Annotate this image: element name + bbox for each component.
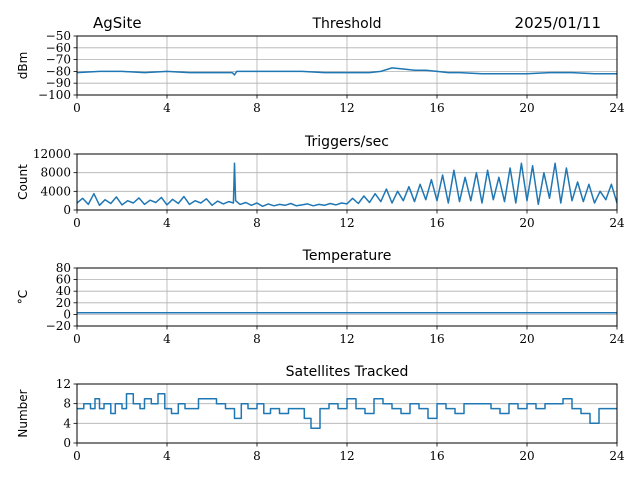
threshold-xtick-label: 4 xyxy=(163,101,171,115)
temperature-ytick-label: 60 xyxy=(56,273,71,287)
satellites-tracked-xtick-label: 4 xyxy=(163,449,171,463)
report-date: 2025/01/11 xyxy=(515,14,601,32)
temperature-xtick-label: 8 xyxy=(253,332,261,346)
threshold-series-line xyxy=(77,67,617,76)
threshold-ylabel: dBm xyxy=(16,52,30,80)
threshold-xtick-label: 20 xyxy=(519,101,534,115)
threshold-ytick-label: −90 xyxy=(46,76,71,90)
satellites-tracked-xtick-label: 8 xyxy=(253,449,261,463)
threshold-xtick-label: 8 xyxy=(253,101,261,115)
triggers-sec-xtick-label: 8 xyxy=(253,216,261,230)
triggers-sec-ytick-label: 12000 xyxy=(33,147,71,161)
threshold-xtick-label: 0 xyxy=(73,101,81,115)
temperature-xtick-label: 20 xyxy=(519,332,534,346)
threshold-title: Threshold xyxy=(312,16,382,32)
temperature-ytick-label: 80 xyxy=(56,261,71,275)
triggers-sec-series-line xyxy=(77,162,617,208)
satellites-tracked-ytick-label: 8 xyxy=(63,397,71,411)
temperature-xtick-label: 12 xyxy=(339,332,354,346)
temperature-ytick-label: 20 xyxy=(56,296,71,310)
temperature-ytick-label: 40 xyxy=(56,284,71,298)
satellites-tracked-ytick-label: 0 xyxy=(63,436,71,450)
temperature-ylabel: °C xyxy=(16,290,30,304)
satellites-tracked-xtick-label: 0 xyxy=(73,449,81,463)
temperature-xtick-label: 4 xyxy=(163,332,171,346)
triggers-sec-ytick-label: 0 xyxy=(63,203,71,217)
temperature-ytick-label: 0 xyxy=(63,307,71,321)
threshold-xtick-label: 12 xyxy=(339,101,354,115)
temperature-title: Temperature xyxy=(302,248,392,264)
triggers-sec-xtick-label: 12 xyxy=(339,216,354,230)
threshold-ytick-label: −80 xyxy=(46,64,71,78)
threshold-ytick-label: −60 xyxy=(46,41,71,55)
triggers-sec-xtick-label: 24 xyxy=(609,216,625,230)
temperature-ytick-label: −20 xyxy=(46,319,71,333)
temperature-xtick-label: 24 xyxy=(609,332,625,346)
satellites-tracked-ytick-label: 12 xyxy=(56,377,71,391)
satellites-tracked-panel: 0 4 8 12 16 20 24 0 4 8 12 Satellites Tracked Number xyxy=(16,364,625,463)
triggers-sec-xtick-label: 16 xyxy=(429,216,444,230)
satellites-tracked-ytick-label: 4 xyxy=(63,416,71,430)
threshold-xtick-label: 24 xyxy=(609,101,625,115)
satellites-tracked-series-line xyxy=(77,393,617,430)
satellites-tracked-xtick-label: 20 xyxy=(519,449,534,463)
temperature-xtick-label: 0 xyxy=(73,332,81,346)
satellites-tracked-xtick-label: 24 xyxy=(609,449,625,463)
satellites-tracked-ylabel: Number xyxy=(16,389,30,437)
triggers-sec-ylabel: Count xyxy=(16,164,30,200)
temperature-xtick-label: 16 xyxy=(429,332,444,346)
threshold-ytick-label: −70 xyxy=(46,53,71,67)
threshold-ytick-label: −50 xyxy=(46,29,71,43)
threshold-ytick-label: −100 xyxy=(38,88,71,102)
triggers-sec-xtick-label: 20 xyxy=(519,216,534,230)
triggers-sec-xtick-label: 4 xyxy=(163,216,171,230)
satellites-tracked-xtick-label: 12 xyxy=(339,449,354,463)
site-name: AgSite xyxy=(93,14,142,32)
threshold-panel: 0 4 8 12 16 20 24 −100−90−80−70−60−50 Threshold d… xyxy=(16,16,625,115)
triggers-sec-xtick-label: 0 xyxy=(73,216,81,230)
satellites-tracked-title: Satellites Tracked xyxy=(286,364,409,380)
triggers-sec-ytick-label: 8000 xyxy=(40,166,71,180)
triggers-sec-panel: 0 4 8 12 16 20 24 0 4000 8000 12000 Triggers/sec Cou… xyxy=(16,134,625,230)
satellites-tracked-xtick-label: 16 xyxy=(429,449,444,463)
threshold-xtick-label: 16 xyxy=(429,101,444,115)
triggers-sec-ytick-label: 4000 xyxy=(40,184,71,198)
triggers-sec-title: Triggers/sec xyxy=(304,134,389,150)
